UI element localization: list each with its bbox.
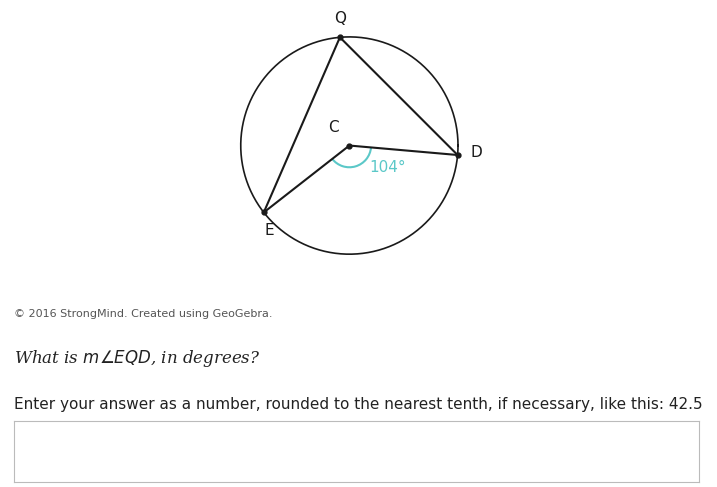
Text: Q: Q: [334, 12, 346, 26]
Text: Enter your answer as a number, rounded to the nearest tenth, if necessary, like : Enter your answer as a number, rounded t…: [14, 397, 703, 412]
Text: 104°: 104°: [369, 160, 406, 175]
Text: What is $m\angle EQD$, in degrees?: What is $m\angle EQD$, in degrees?: [14, 348, 261, 369]
Text: D: D: [470, 145, 483, 160]
Text: E: E: [265, 223, 274, 238]
Text: © 2016 StrongMind. Created using GeoGebra.: © 2016 StrongMind. Created using GeoGebr…: [14, 309, 273, 319]
Text: C: C: [328, 120, 338, 135]
